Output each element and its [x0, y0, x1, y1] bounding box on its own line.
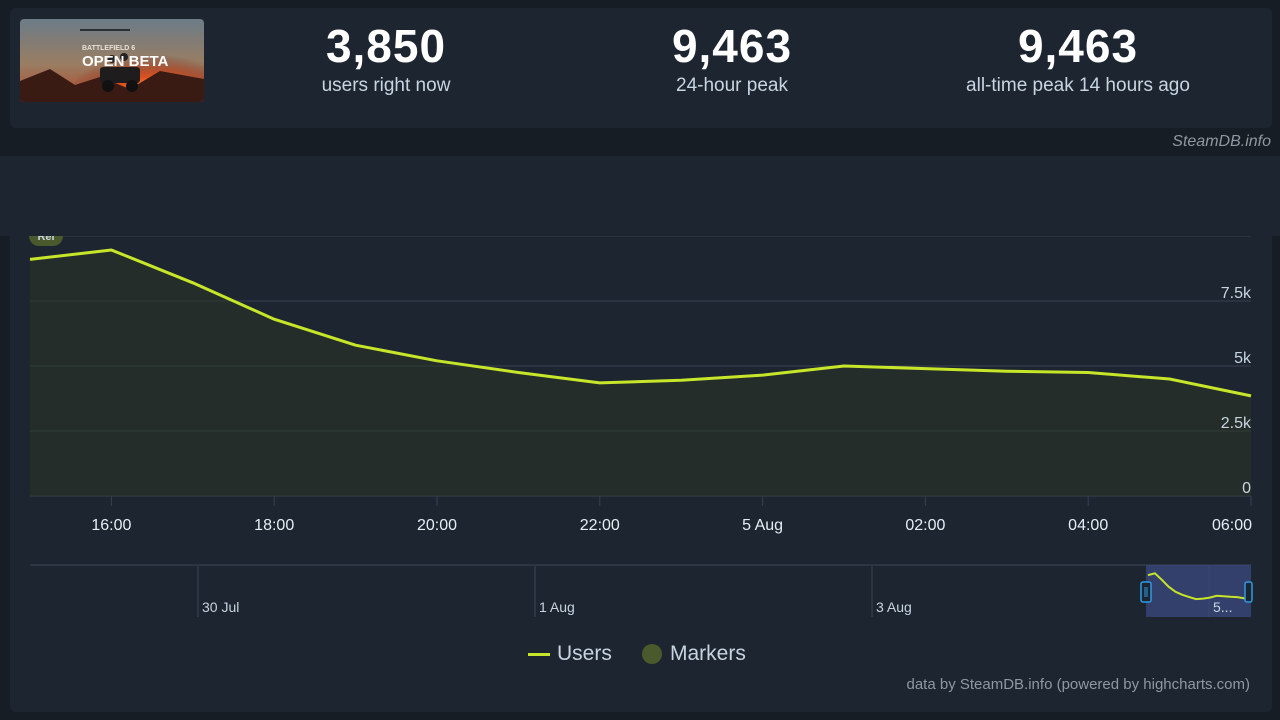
stat-all-time-peak-value: 9,463 [1017, 20, 1139, 72]
stat-current-users-value: 3,850 [325, 20, 447, 72]
zoom-max-button[interactable]: max [464, 182, 536, 218]
stat-24h-peak: 9,463 24-hour peak [612, 18, 852, 98]
stat-all-time-peak-label: all-time peak 14 hours ago [966, 75, 1190, 96]
stat-24h-peak-label: 24-hour peak [676, 75, 788, 96]
chart-panel [10, 156, 1272, 712]
zoom-1m-button[interactable]: 1m [234, 189, 262, 210]
thumbnail-line1: BATTLEFIELD 6 [82, 45, 135, 52]
download-icon[interactable] [1220, 190, 1248, 218]
zoom-3m-button[interactable]: 3m [296, 189, 324, 210]
legend-item-markers[interactable]: Markers [642, 642, 746, 666]
thumbnail-line2: OPEN BETA [82, 53, 169, 70]
zoom-1w-button[interactable]: 1w [159, 182, 214, 218]
stats-header [10, 8, 1272, 128]
zoom-label: Zoom [30, 190, 74, 209]
zoom-48h-button[interactable]: 48h [84, 182, 152, 218]
steamdb-credit[interactable]: SteamDB.info [1172, 133, 1271, 150]
zoom-6m-button[interactable]: 6m [359, 189, 387, 210]
stat-all-time-peak: 9,463 all-time peak 14 hours ago [938, 18, 1218, 98]
chart-footer-credit[interactable]: data by SteamDB.info (powered by highcha… [906, 676, 1251, 693]
legend-users-label: Users [557, 642, 612, 665]
legend-line-icon [528, 652, 550, 656]
stat-current-users: 3,850 users right now [286, 18, 486, 98]
game-thumbnail[interactable]: BATTLEFIELD 6 OPEN BETA [20, 19, 204, 102]
legend-item-users[interactable]: Users [528, 642, 612, 666]
stat-current-users-label: users right now [321, 75, 451, 96]
stat-24h-peak-value: 9,463 [671, 20, 793, 72]
legend-markers-label: Markers [670, 642, 746, 665]
zoom-1y-button[interactable]: 1y [421, 189, 443, 210]
legend-circle-icon [642, 644, 662, 664]
